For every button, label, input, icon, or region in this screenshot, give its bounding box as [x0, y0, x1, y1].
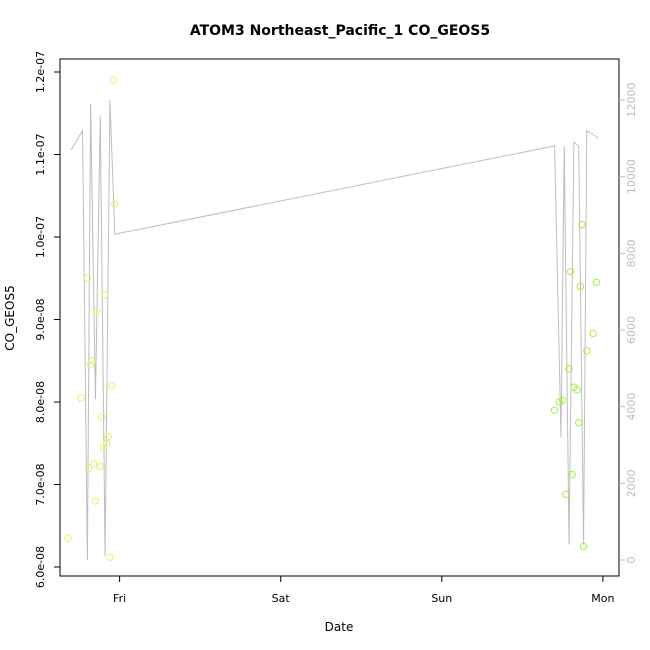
- data-point: [103, 439, 111, 447]
- y2-tick-label: 10000: [625, 159, 638, 194]
- data-point: [91, 497, 100, 505]
- data-point: [106, 553, 114, 561]
- data-point: [562, 490, 570, 499]
- plot-frame: [59, 58, 620, 577]
- y-tick-label: 8.0e-08: [34, 381, 47, 423]
- y-tick-label: 9.0e-08: [34, 298, 47, 340]
- data-point: [85, 464, 93, 472]
- data-point: [558, 396, 567, 405]
- x-tick-label: Sat: [272, 592, 291, 605]
- data-point: [583, 347, 591, 355]
- data-point: [104, 432, 113, 441]
- data-point: [83, 274, 92, 282]
- data-point: [589, 329, 597, 338]
- data-point: [96, 462, 104, 471]
- data-point: [86, 361, 95, 369]
- data-point: [88, 357, 96, 365]
- x-tick-label: Mon: [591, 592, 614, 605]
- y-axis-label: CO_GEOS5: [3, 285, 17, 350]
- data-point: [579, 542, 588, 551]
- y-axis-right: 0 2000 4000 6000 8000 10000 12000: [619, 83, 638, 564]
- data-point: [107, 381, 116, 390]
- data-point: [77, 394, 85, 402]
- data-point: [90, 460, 98, 468]
- data-point: [101, 291, 109, 299]
- data-point: [578, 220, 586, 229]
- data-point: [575, 418, 583, 427]
- y2-tick-label: 2000: [625, 469, 638, 497]
- y-tick-label: 1.1e-07: [34, 133, 47, 175]
- data-point: [592, 278, 601, 287]
- x-axis: Fri Sat Sun Mon: [113, 576, 615, 605]
- y-tick-label: 7.0e-08: [34, 463, 47, 505]
- altitude-line: [70, 99, 599, 561]
- y2-tick-label: 0: [625, 557, 638, 564]
- y2-tick-label: 4000: [625, 393, 638, 421]
- y2-tick-label: 8000: [625, 239, 638, 267]
- x-axis-label: Date: [325, 620, 354, 634]
- y-axis-left: 6.0e-08 7.0e-08 8.0e-08 9.0e-08 1.0e-07 1.1e-…: [34, 51, 60, 588]
- x-tick-label: Fri: [113, 592, 126, 605]
- y2-tick-label: 6000: [625, 316, 638, 344]
- chart-title: ATOM3 Northeast_Pacific_1 CO_GEOS5: [190, 23, 490, 39]
- data-point: [573, 385, 581, 394]
- y-tick-label: 6.0e-08: [34, 546, 47, 588]
- y-tick-label: 1.0e-07: [34, 216, 47, 258]
- y-tick-label: 1.2e-07: [34, 51, 47, 93]
- data-point: [109, 76, 117, 84]
- plot-area: [64, 76, 601, 561]
- data-point: [550, 406, 559, 414]
- x-tick-label: Sun: [431, 592, 452, 605]
- data-point: [565, 365, 573, 373]
- data-point: [111, 200, 119, 208]
- data-point: [566, 267, 575, 276]
- data-point: [98, 413, 106, 421]
- data-point: [64, 534, 72, 542]
- data-point: [568, 470, 576, 479]
- y2-tick-label: 12000: [625, 83, 638, 118]
- data-point: [93, 307, 101, 315]
- data-point: [576, 282, 585, 291]
